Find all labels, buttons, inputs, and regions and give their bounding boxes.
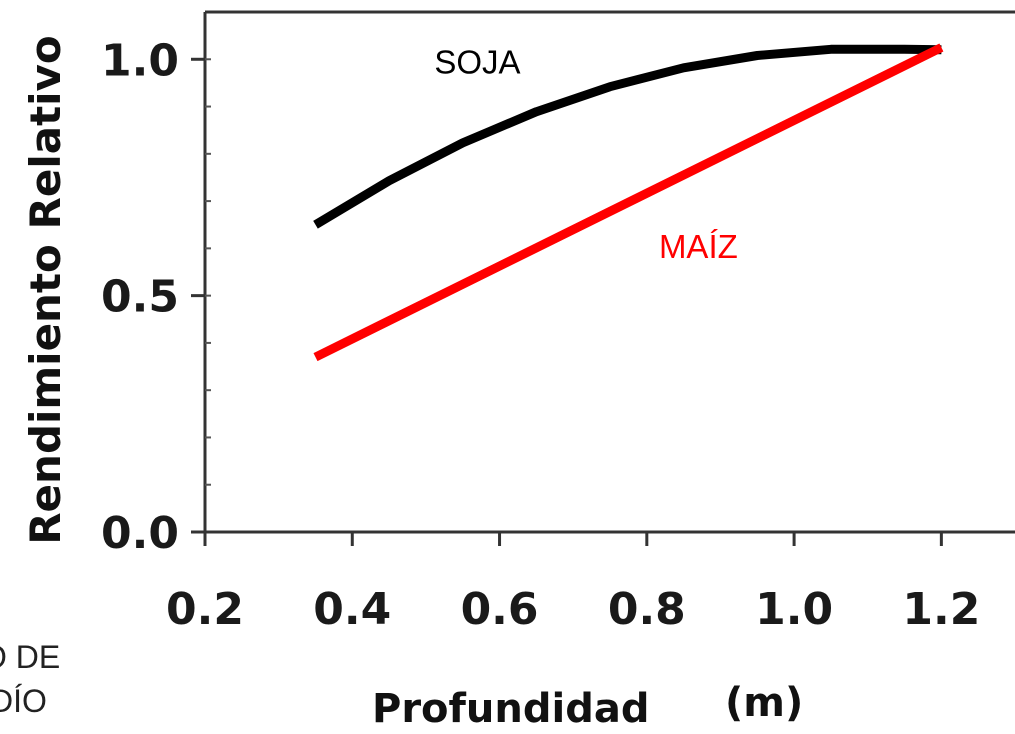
series-label: MAÍZ	[659, 228, 738, 265]
x-tick-label: 0.8	[608, 584, 686, 635]
series-line-1	[313, 43, 944, 362]
annotations: SOJA MAÍZ	[434, 43, 737, 264]
x-tick-label: 0.6	[461, 584, 539, 635]
cropped-text-line-1: O DE	[0, 639, 60, 675]
x-tick-label: 0.4	[313, 584, 391, 635]
y-tick-label: 1.0	[101, 35, 179, 86]
ticks: 0.2 0.4 0.6 0.8 1.0 1.2 0.0 0.5 1.0	[101, 35, 980, 635]
series-label: SOJA	[434, 43, 520, 80]
series-line-0	[313, 44, 942, 229]
cropped-text-line-2: DÍO	[0, 683, 47, 719]
y-tick-label: 0.0	[101, 508, 179, 559]
x-axis-title: Profundidad	[372, 686, 649, 732]
x-tick-label: 1.2	[902, 584, 980, 635]
x-tick-label: 0.2	[166, 584, 244, 635]
series-lines	[313, 43, 944, 362]
axes	[203, 10, 1015, 534]
x-tick-label: 1.0	[755, 584, 833, 635]
x-axis-unit: (m)	[725, 680, 803, 726]
y-axis-title: Rendimiento Relativo	[21, 35, 70, 545]
y-tick-label: 0.5	[101, 272, 179, 323]
